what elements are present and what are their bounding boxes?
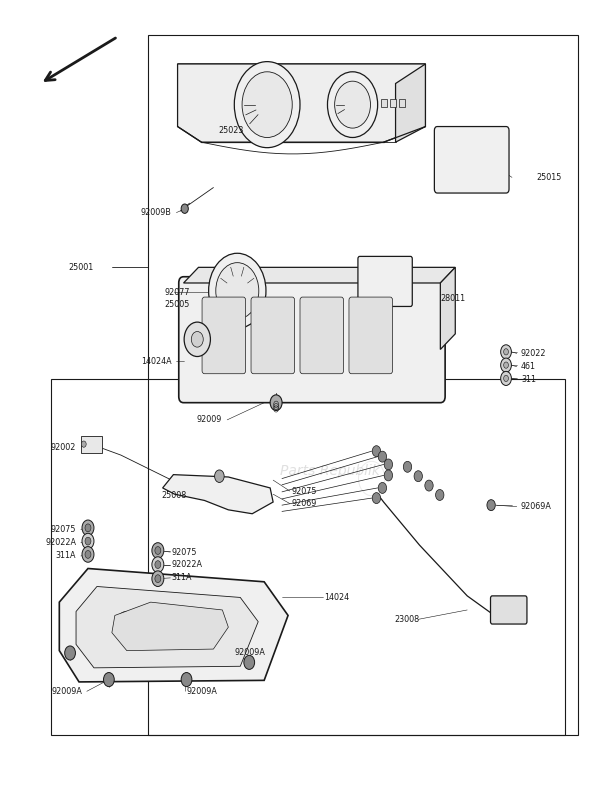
Circle shape bbox=[242, 71, 292, 137]
Circle shape bbox=[155, 575, 161, 582]
Circle shape bbox=[85, 537, 91, 545]
Circle shape bbox=[235, 61, 300, 148]
Text: 25001: 25001 bbox=[69, 263, 94, 272]
Text: 311A: 311A bbox=[172, 573, 192, 582]
Circle shape bbox=[65, 646, 76, 660]
Circle shape bbox=[378, 483, 386, 494]
Circle shape bbox=[372, 446, 380, 457]
Circle shape bbox=[503, 375, 508, 382]
Text: 92075: 92075 bbox=[50, 525, 76, 534]
FancyBboxPatch shape bbox=[349, 297, 392, 374]
Circle shape bbox=[181, 204, 188, 214]
Bar bbox=[148, 35, 578, 735]
Circle shape bbox=[209, 254, 266, 328]
Circle shape bbox=[436, 490, 444, 501]
Circle shape bbox=[85, 550, 91, 558]
Circle shape bbox=[155, 560, 161, 568]
Text: 92022: 92022 bbox=[521, 349, 547, 358]
FancyBboxPatch shape bbox=[300, 297, 344, 374]
Polygon shape bbox=[395, 64, 425, 142]
Circle shape bbox=[155, 546, 161, 554]
Circle shape bbox=[425, 480, 433, 491]
Text: 92069A: 92069A bbox=[521, 502, 552, 511]
Circle shape bbox=[152, 542, 164, 558]
Polygon shape bbox=[59, 568, 288, 682]
Circle shape bbox=[85, 524, 91, 531]
Bar bbox=[81, 436, 102, 453]
Circle shape bbox=[175, 612, 199, 643]
Circle shape bbox=[270, 395, 282, 411]
FancyBboxPatch shape bbox=[491, 596, 527, 624]
Text: 92075: 92075 bbox=[172, 548, 197, 557]
Polygon shape bbox=[440, 268, 455, 349]
Circle shape bbox=[487, 500, 495, 510]
FancyBboxPatch shape bbox=[202, 297, 245, 374]
FancyBboxPatch shape bbox=[358, 257, 412, 306]
Text: 92009A: 92009A bbox=[51, 687, 82, 696]
Polygon shape bbox=[76, 586, 258, 668]
Circle shape bbox=[115, 612, 139, 643]
Text: 461: 461 bbox=[521, 362, 536, 371]
Circle shape bbox=[335, 81, 370, 128]
Circle shape bbox=[500, 358, 511, 372]
Circle shape bbox=[503, 349, 508, 355]
FancyBboxPatch shape bbox=[179, 277, 445, 403]
Circle shape bbox=[191, 331, 203, 347]
Text: 92077: 92077 bbox=[164, 288, 190, 297]
Circle shape bbox=[82, 441, 86, 447]
Circle shape bbox=[328, 71, 377, 137]
Text: 92009: 92009 bbox=[197, 415, 223, 425]
Text: 23008: 23008 bbox=[394, 615, 419, 624]
Bar bbox=[398, 99, 404, 107]
Text: 14024: 14024 bbox=[324, 593, 349, 602]
Text: 311: 311 bbox=[521, 374, 536, 384]
Circle shape bbox=[500, 371, 511, 385]
FancyBboxPatch shape bbox=[434, 126, 509, 193]
Text: 92022A: 92022A bbox=[45, 539, 76, 547]
Circle shape bbox=[384, 470, 392, 481]
FancyBboxPatch shape bbox=[251, 297, 295, 374]
Circle shape bbox=[181, 673, 192, 687]
Text: 25015: 25015 bbox=[536, 173, 561, 182]
Text: 92009A: 92009A bbox=[187, 687, 217, 696]
Circle shape bbox=[414, 471, 422, 482]
Circle shape bbox=[184, 322, 211, 356]
Polygon shape bbox=[178, 64, 425, 83]
Text: Parts Republik: Parts Republik bbox=[280, 464, 380, 478]
Text: 92009B: 92009B bbox=[141, 208, 172, 217]
Text: 25005: 25005 bbox=[164, 301, 190, 309]
Circle shape bbox=[378, 451, 386, 462]
Polygon shape bbox=[163, 475, 273, 513]
Bar bbox=[389, 99, 395, 107]
Circle shape bbox=[82, 533, 94, 549]
Circle shape bbox=[215, 470, 224, 483]
Circle shape bbox=[372, 493, 380, 503]
Text: 92022A: 92022A bbox=[172, 560, 203, 569]
Circle shape bbox=[152, 557, 164, 572]
Polygon shape bbox=[112, 602, 229, 651]
Circle shape bbox=[403, 462, 412, 473]
Circle shape bbox=[500, 345, 511, 359]
Circle shape bbox=[152, 571, 164, 586]
Circle shape bbox=[216, 263, 259, 319]
Text: 92009A: 92009A bbox=[235, 648, 265, 657]
Polygon shape bbox=[178, 64, 425, 142]
Bar bbox=[380, 99, 386, 107]
Text: 92002: 92002 bbox=[50, 443, 76, 451]
Circle shape bbox=[104, 673, 114, 687]
Circle shape bbox=[82, 546, 94, 562]
Text: 25023: 25023 bbox=[218, 126, 243, 135]
Text: 14024A: 14024A bbox=[141, 356, 172, 366]
Circle shape bbox=[384, 459, 392, 470]
Polygon shape bbox=[184, 268, 455, 283]
Text: 311A: 311A bbox=[56, 552, 76, 560]
Text: 92069: 92069 bbox=[291, 499, 316, 508]
Text: 25008: 25008 bbox=[161, 491, 187, 500]
Circle shape bbox=[82, 520, 94, 535]
Text: 92075: 92075 bbox=[291, 487, 317, 495]
Text: 28011: 28011 bbox=[440, 294, 466, 303]
Circle shape bbox=[503, 362, 508, 368]
Bar bbox=[51, 379, 565, 735]
Circle shape bbox=[244, 655, 254, 670]
